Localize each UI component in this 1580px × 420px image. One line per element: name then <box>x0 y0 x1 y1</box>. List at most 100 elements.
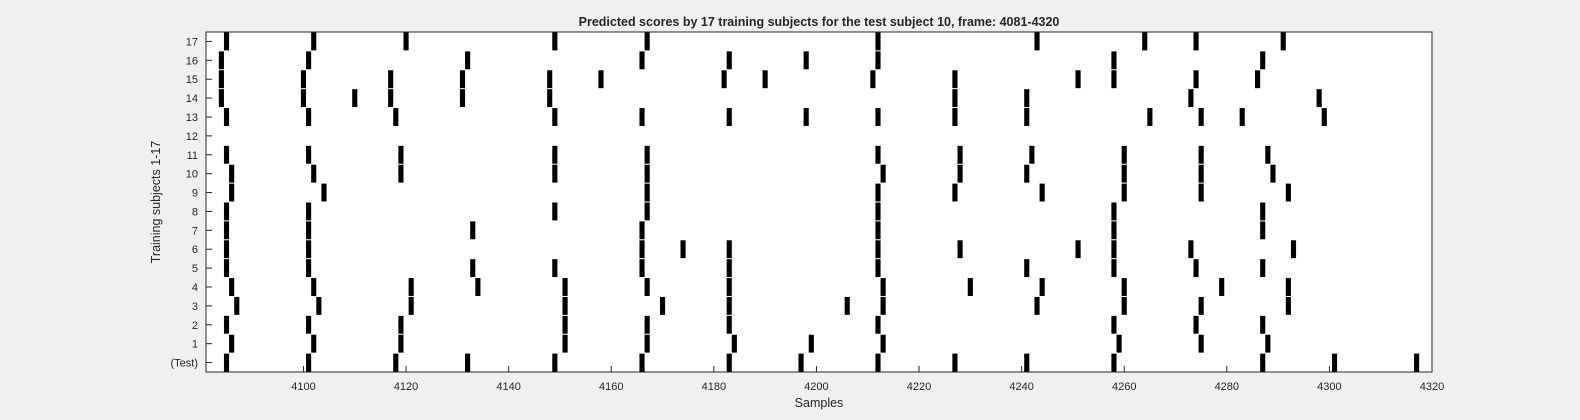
y-tick-label: 2 <box>192 320 198 332</box>
score-mark <box>639 240 645 259</box>
score-mark <box>957 240 963 259</box>
score-mark <box>562 315 568 334</box>
score-mark <box>223 353 230 372</box>
score-mark <box>680 240 686 259</box>
score-mark <box>731 334 737 353</box>
score-mark <box>1285 278 1291 296</box>
score-mark <box>459 70 466 89</box>
score-mark <box>306 108 312 126</box>
score-mark <box>408 296 414 315</box>
score-mark <box>306 353 312 372</box>
score-mark <box>644 202 650 221</box>
score-mark <box>218 51 224 70</box>
x-tick-label: 4200 <box>804 381 828 393</box>
score-mark <box>408 278 414 296</box>
score-mark <box>1414 353 1420 372</box>
score-mark <box>1285 183 1291 202</box>
score-mark <box>465 353 471 372</box>
score-mark <box>547 70 553 89</box>
score-mark <box>1219 278 1225 296</box>
y-axis-label: Training subjects 1-17 <box>149 141 163 264</box>
score-mark <box>875 240 881 259</box>
score-mark <box>726 259 732 278</box>
score-mark <box>547 89 553 108</box>
score-mark <box>1111 240 1117 259</box>
score-mark <box>1024 164 1030 183</box>
score-mark <box>306 315 312 334</box>
x-tick-label: 4100 <box>291 381 315 393</box>
score-mark <box>552 353 558 372</box>
score-mark <box>1142 32 1148 51</box>
score-mark <box>639 108 645 126</box>
score-mark <box>562 296 568 315</box>
score-mark <box>1193 315 1199 334</box>
score-mark <box>880 164 886 183</box>
score-mark <box>388 89 394 108</box>
score-mark <box>1198 145 1204 164</box>
score-mark <box>880 334 886 353</box>
score-mark <box>470 221 476 240</box>
score-mark <box>1260 315 1266 334</box>
x-tick-label: 4280 <box>1215 381 1239 393</box>
score-mark <box>311 334 317 353</box>
score-mark <box>875 353 881 372</box>
score-mark <box>1255 70 1261 89</box>
score-mark <box>644 145 650 164</box>
score-mark <box>306 145 312 164</box>
score-mark <box>870 70 876 89</box>
score-mark <box>562 334 568 353</box>
score-mark <box>1198 183 1204 202</box>
score-mark <box>880 278 886 296</box>
score-mark <box>1198 296 1204 315</box>
score-mark <box>1024 259 1030 278</box>
score-mark <box>388 70 394 89</box>
score-mark <box>475 278 481 296</box>
score-mark <box>803 51 809 70</box>
score-mark <box>352 89 358 108</box>
score-mark <box>552 108 558 126</box>
score-mark <box>393 108 399 126</box>
score-mark <box>798 353 804 372</box>
score-mark <box>1260 259 1266 278</box>
score-mark <box>552 164 558 183</box>
score-mark <box>306 259 312 278</box>
score-mark <box>875 32 881 51</box>
score-mark <box>639 259 645 278</box>
score-mark <box>952 108 958 126</box>
score-mark <box>1111 202 1117 221</box>
score-mark <box>1024 108 1030 126</box>
plot-frame <box>205 31 1433 373</box>
score-mark <box>300 70 307 89</box>
score-mark <box>1111 315 1117 334</box>
score-mark <box>1029 145 1035 164</box>
x-tick-label: 4320 <box>1420 381 1444 393</box>
score-mark <box>957 164 963 183</box>
score-mark <box>1321 108 1327 126</box>
score-mark <box>1270 164 1276 183</box>
score-mark <box>1034 32 1040 51</box>
score-mark <box>1188 89 1194 108</box>
score-mark <box>1331 353 1338 372</box>
score-mark <box>306 221 312 240</box>
score-mark <box>1285 296 1291 315</box>
score-mark <box>223 221 230 240</box>
score-mark <box>1265 334 1271 353</box>
score-mark <box>726 108 732 126</box>
score-mark <box>808 334 814 353</box>
score-mark <box>967 278 973 296</box>
y-tick-label: 10 <box>186 169 198 181</box>
score-mark <box>470 259 476 278</box>
score-mark <box>1111 259 1117 278</box>
score-mark <box>875 145 881 164</box>
score-mark <box>1260 353 1266 372</box>
y-tick-label: 11 <box>187 150 198 162</box>
score-mark <box>1316 89 1322 108</box>
score-mark <box>644 278 650 296</box>
score-mark <box>223 259 230 278</box>
y-tick-label: 6 <box>192 244 198 256</box>
score-mark <box>875 51 881 70</box>
score-mark <box>952 70 958 89</box>
score-mark <box>306 51 312 70</box>
score-mark <box>1039 183 1045 202</box>
score-mark <box>229 278 235 296</box>
